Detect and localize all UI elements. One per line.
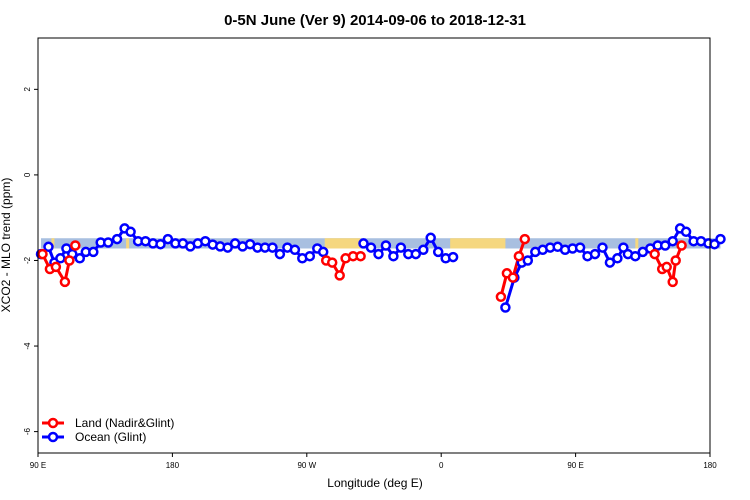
ocean-point-2-18: [630, 250, 641, 262]
ocean-point-0-33: [274, 248, 286, 260]
x-axis: 90 E 180 90 W 0 90 E 180: [30, 453, 717, 470]
y-tick-label-0: 2: [23, 87, 32, 92]
ocean-point-2-25: [680, 226, 692, 238]
land-point-0-3: [59, 276, 71, 288]
legend: Land (Nadir&Glint) Ocean (Glint): [42, 416, 174, 444]
ocean-point-1-0: [358, 238, 369, 249]
land-band-0: [51, 238, 55, 249]
ocean-point-2-22: [659, 240, 671, 251]
land-point-2-2: [507, 272, 519, 283]
ocean-point-1-8: [418, 244, 429, 256]
legend-land-label: Land (Nadir&Glint): [75, 416, 174, 430]
chart-title: 0-5N June (Ver 9) 2014-09-06 to 2018-12-…: [224, 12, 526, 29]
land-point-1-1: [326, 257, 338, 268]
x-tick-label-3: 0: [439, 461, 444, 470]
ocean-point-2-14: [604, 257, 616, 268]
x-tick-label-1: 180: [166, 461, 180, 470]
ocean-point-0-6: [74, 253, 86, 264]
ocean-point-0-26: [222, 242, 233, 253]
ocean-point-1-4: [388, 250, 399, 262]
ocean-point-2-15: [612, 253, 623, 264]
x-tick-label-4: 90 E: [567, 461, 583, 470]
ocean-point-1-2: [373, 248, 384, 260]
legend-ocean-label: Ocean (Glint): [75, 430, 146, 444]
x-tick-label-0: 90 E: [30, 461, 46, 470]
land-point-3-0: [649, 248, 660, 260]
ocean-point-2-30: [715, 233, 726, 245]
land-point-3-3: [667, 276, 678, 288]
land-point-3-2: [661, 261, 672, 273]
land-band-4: [635, 238, 639, 249]
plot-area-frame: [37, 37, 711, 454]
ocean-point-0-8: [88, 246, 99, 258]
ocean-point-0-4: [61, 243, 72, 254]
ocean-point-0-1: [43, 241, 54, 253]
y-tick-label-1: 0: [23, 172, 32, 177]
ocean-point-1-12: [447, 251, 459, 263]
ocean-point-1-9: [425, 232, 436, 244]
ocean-point-1-10: [432, 246, 444, 258]
ocean-point-1-7: [410, 248, 422, 260]
land-point-1-5: [355, 250, 366, 262]
ocean-point-0-18: [162, 233, 174, 245]
land-point-2-4: [519, 233, 531, 245]
ocean-point-1-3: [380, 240, 392, 251]
ocean-point-1-5: [395, 242, 407, 253]
land-band-1: [126, 238, 130, 249]
ocean-point-0-37: [304, 250, 316, 262]
x-tick-label-2: 90 W: [297, 461, 316, 470]
land-point-0-4: [64, 255, 75, 266]
series-layer: [35, 223, 726, 313]
land-point-2-0: [495, 291, 507, 303]
ocean-point-2-0: [500, 302, 511, 313]
y-axis: 2 0 -2 -4 -6: [23, 87, 38, 436]
ocean-point-2-23: [667, 235, 678, 247]
land-band-2: [324, 238, 361, 249]
ocean-point-0-32: [267, 242, 278, 253]
ocean-point-2-3: [522, 255, 534, 266]
legend-land-marker: [47, 417, 59, 429]
ocean-point-0-11: [111, 233, 123, 245]
land-point-1-2: [334, 270, 345, 281]
reference-band: [40, 238, 721, 249]
ocean-point-0-10: [102, 237, 114, 248]
ocean-point-2-10: [574, 242, 586, 253]
ocean-point-0-13: [125, 226, 136, 238]
ocean-point-0-39: [317, 246, 329, 258]
y-tick-label-4: -6: [23, 428, 32, 436]
ocean-point-0-3: [55, 253, 66, 264]
y-tick-label-3: -4: [23, 342, 32, 350]
ocean-point-0-35: [289, 244, 301, 256]
ocean-band: [40, 238, 721, 249]
x-tick-label-5: 180: [703, 461, 717, 470]
legend-ocean-marker: [47, 431, 59, 443]
land-point-0-2: [50, 261, 62, 273]
ocean-point-2-12: [589, 248, 601, 260]
land-band-3: [450, 238, 506, 249]
land-point-3-5: [676, 240, 687, 251]
land-point-3-4: [670, 255, 681, 266]
ocean-point-0-17: [155, 238, 166, 250]
y-tick-label-2: -2: [23, 256, 32, 264]
land-point-0-0: [37, 248, 48, 260]
y-axis-label: XCO2 - MLO trend (ppm): [0, 178, 13, 313]
x-axis-label: Longitude (deg E): [327, 476, 422, 490]
land-point-2-3: [513, 250, 525, 262]
ocean-point-1-1: [365, 242, 377, 253]
ocean-point-2-13: [597, 242, 608, 253]
land-point-0-5: [70, 240, 81, 251]
